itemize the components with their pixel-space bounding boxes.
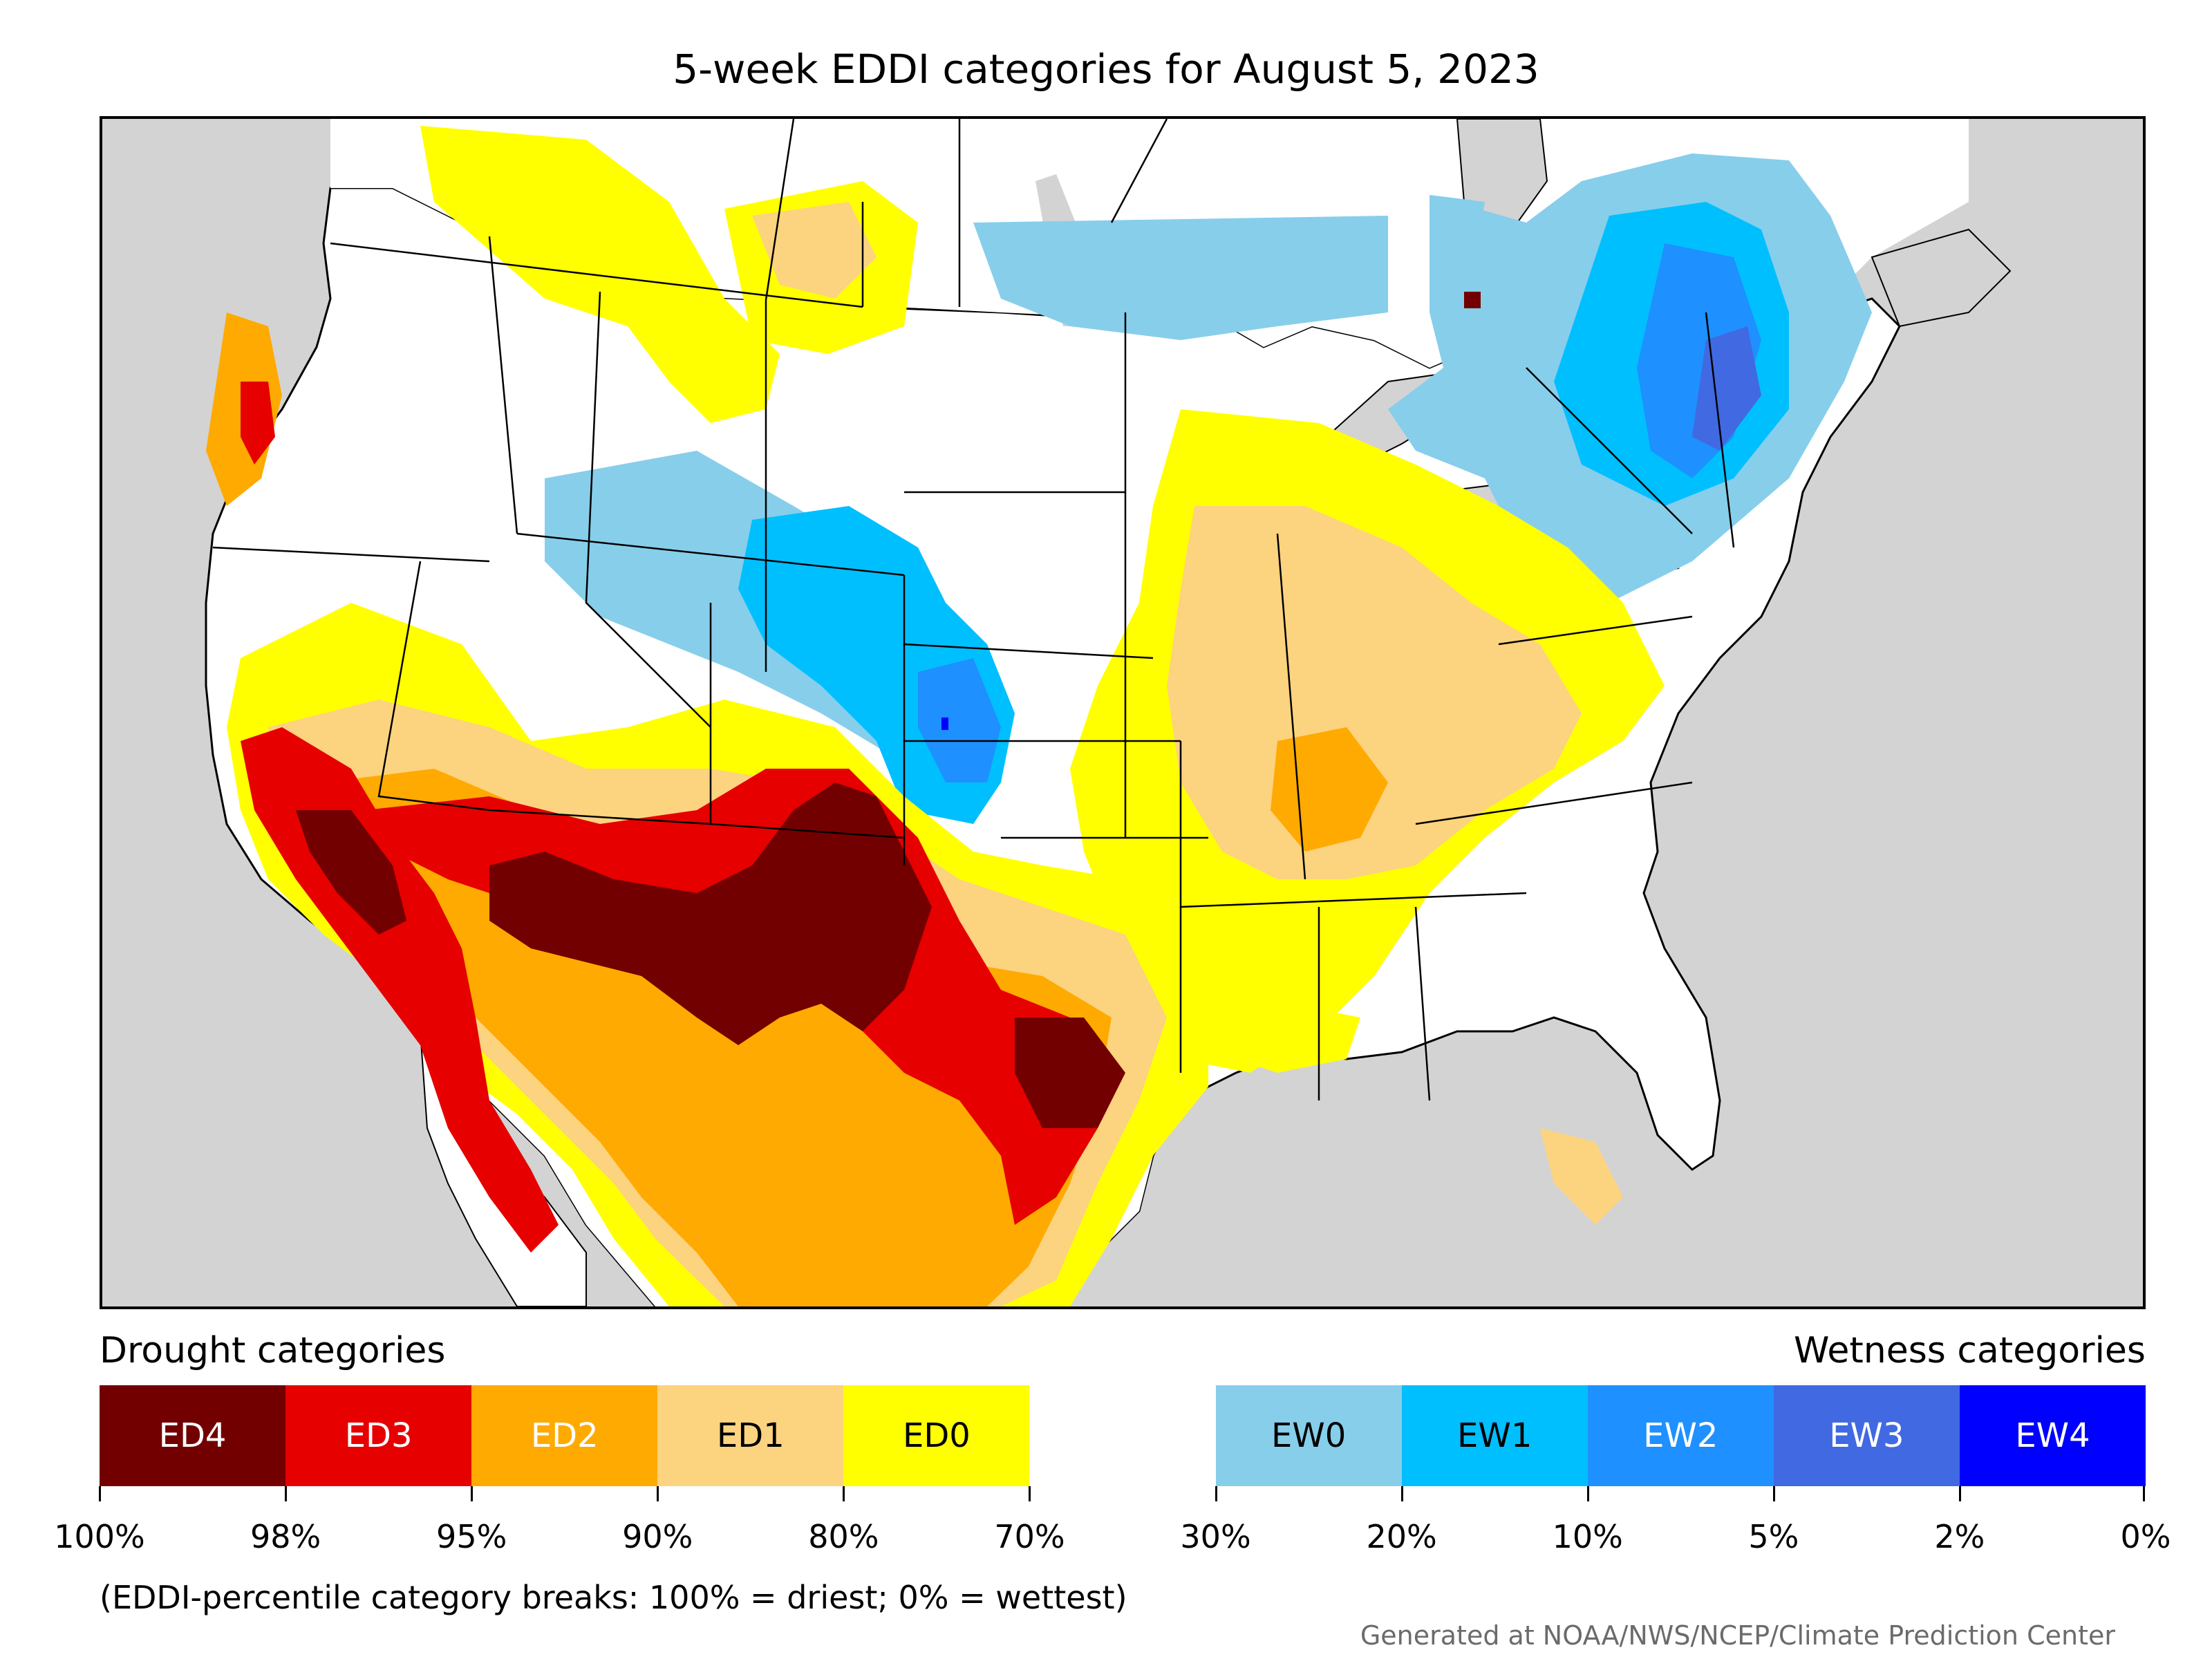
eddi-map	[100, 116, 2146, 1309]
colorbar-segment: EW2	[1587, 1385, 1774, 1486]
colorbar-tick	[2143, 1486, 2145, 1501]
drought-categories-heading: Drought categories	[100, 1330, 446, 1371]
colorbar-tick	[1958, 1486, 1961, 1501]
colorbar-segment	[1029, 1385, 1216, 1486]
colorbar-segment: EW4	[1959, 1385, 2146, 1486]
wetness-categories-heading: Wetness categories	[1794, 1330, 2146, 1371]
colorbar-tick-label: 2%	[1934, 1518, 1985, 1555]
colorbar-tick	[471, 1486, 474, 1501]
drought-regions	[206, 126, 1665, 1306]
map-title: 5-week EDDI categories for August 5, 202…	[673, 46, 1539, 93]
colorbar-segment: ED4	[100, 1385, 286, 1486]
political-boundaries	[212, 119, 1735, 1101]
map-canvas	[205, 119, 2012, 1306]
colorbar-tick-label: 90%	[622, 1518, 693, 1555]
colorbar-tick	[99, 1486, 101, 1501]
colorbar-tick-label: 20%	[1366, 1518, 1437, 1555]
gulf-st-lawrence	[1871, 228, 2012, 328]
colorbar-tick	[1029, 1486, 1031, 1501]
colorbar-tick-label: 95%	[436, 1518, 507, 1555]
colorbar-segment: ED1	[657, 1385, 844, 1486]
colorbar-segment: ED3	[285, 1385, 472, 1486]
colorbar-segment: EW1	[1401, 1385, 1588, 1486]
colorbar-tick-label: 100%	[54, 1518, 145, 1555]
colorbar-ticks	[99, 1486, 2146, 1503]
colorbar-tick-label: 0%	[2120, 1518, 2171, 1555]
colorbar-tick-label: 10%	[1552, 1518, 1623, 1555]
colorbar-tick	[1215, 1486, 1217, 1501]
category-colorbar: ED4 ED3 ED2 ED1 ED0 EW0 EW1 EW2 EW3 EW4	[100, 1385, 2146, 1486]
colorbar-tick	[657, 1486, 659, 1501]
colorbar-tick	[1400, 1486, 1403, 1501]
colorbar-tick-label: 70%	[994, 1518, 1065, 1555]
colorbar-segment: ED0	[843, 1385, 1030, 1486]
credit-text: Generated at NOAA/NWS/NCEP/Climate Predi…	[1360, 1620, 2115, 1651]
colorbar-tick	[1772, 1486, 1775, 1501]
colorbar-segment: ED2	[471, 1385, 658, 1486]
colorbar-segment: EW0	[1215, 1385, 1402, 1486]
colorbar-tick-label: 5%	[1748, 1518, 1799, 1555]
colorbar-tick	[285, 1486, 288, 1501]
category-breaks-note: (EDDI-percentile category breaks: 100% =…	[100, 1579, 1127, 1616]
colorbar-tick-label: 98%	[250, 1518, 321, 1555]
colorbar-tick-label: 30%	[1180, 1518, 1251, 1555]
colorbar-segment: EW3	[1773, 1385, 1960, 1486]
colorbar-tick	[1586, 1486, 1589, 1501]
colorbar-tick	[843, 1486, 845, 1501]
colorbar-tick-label: 80%	[808, 1518, 879, 1555]
